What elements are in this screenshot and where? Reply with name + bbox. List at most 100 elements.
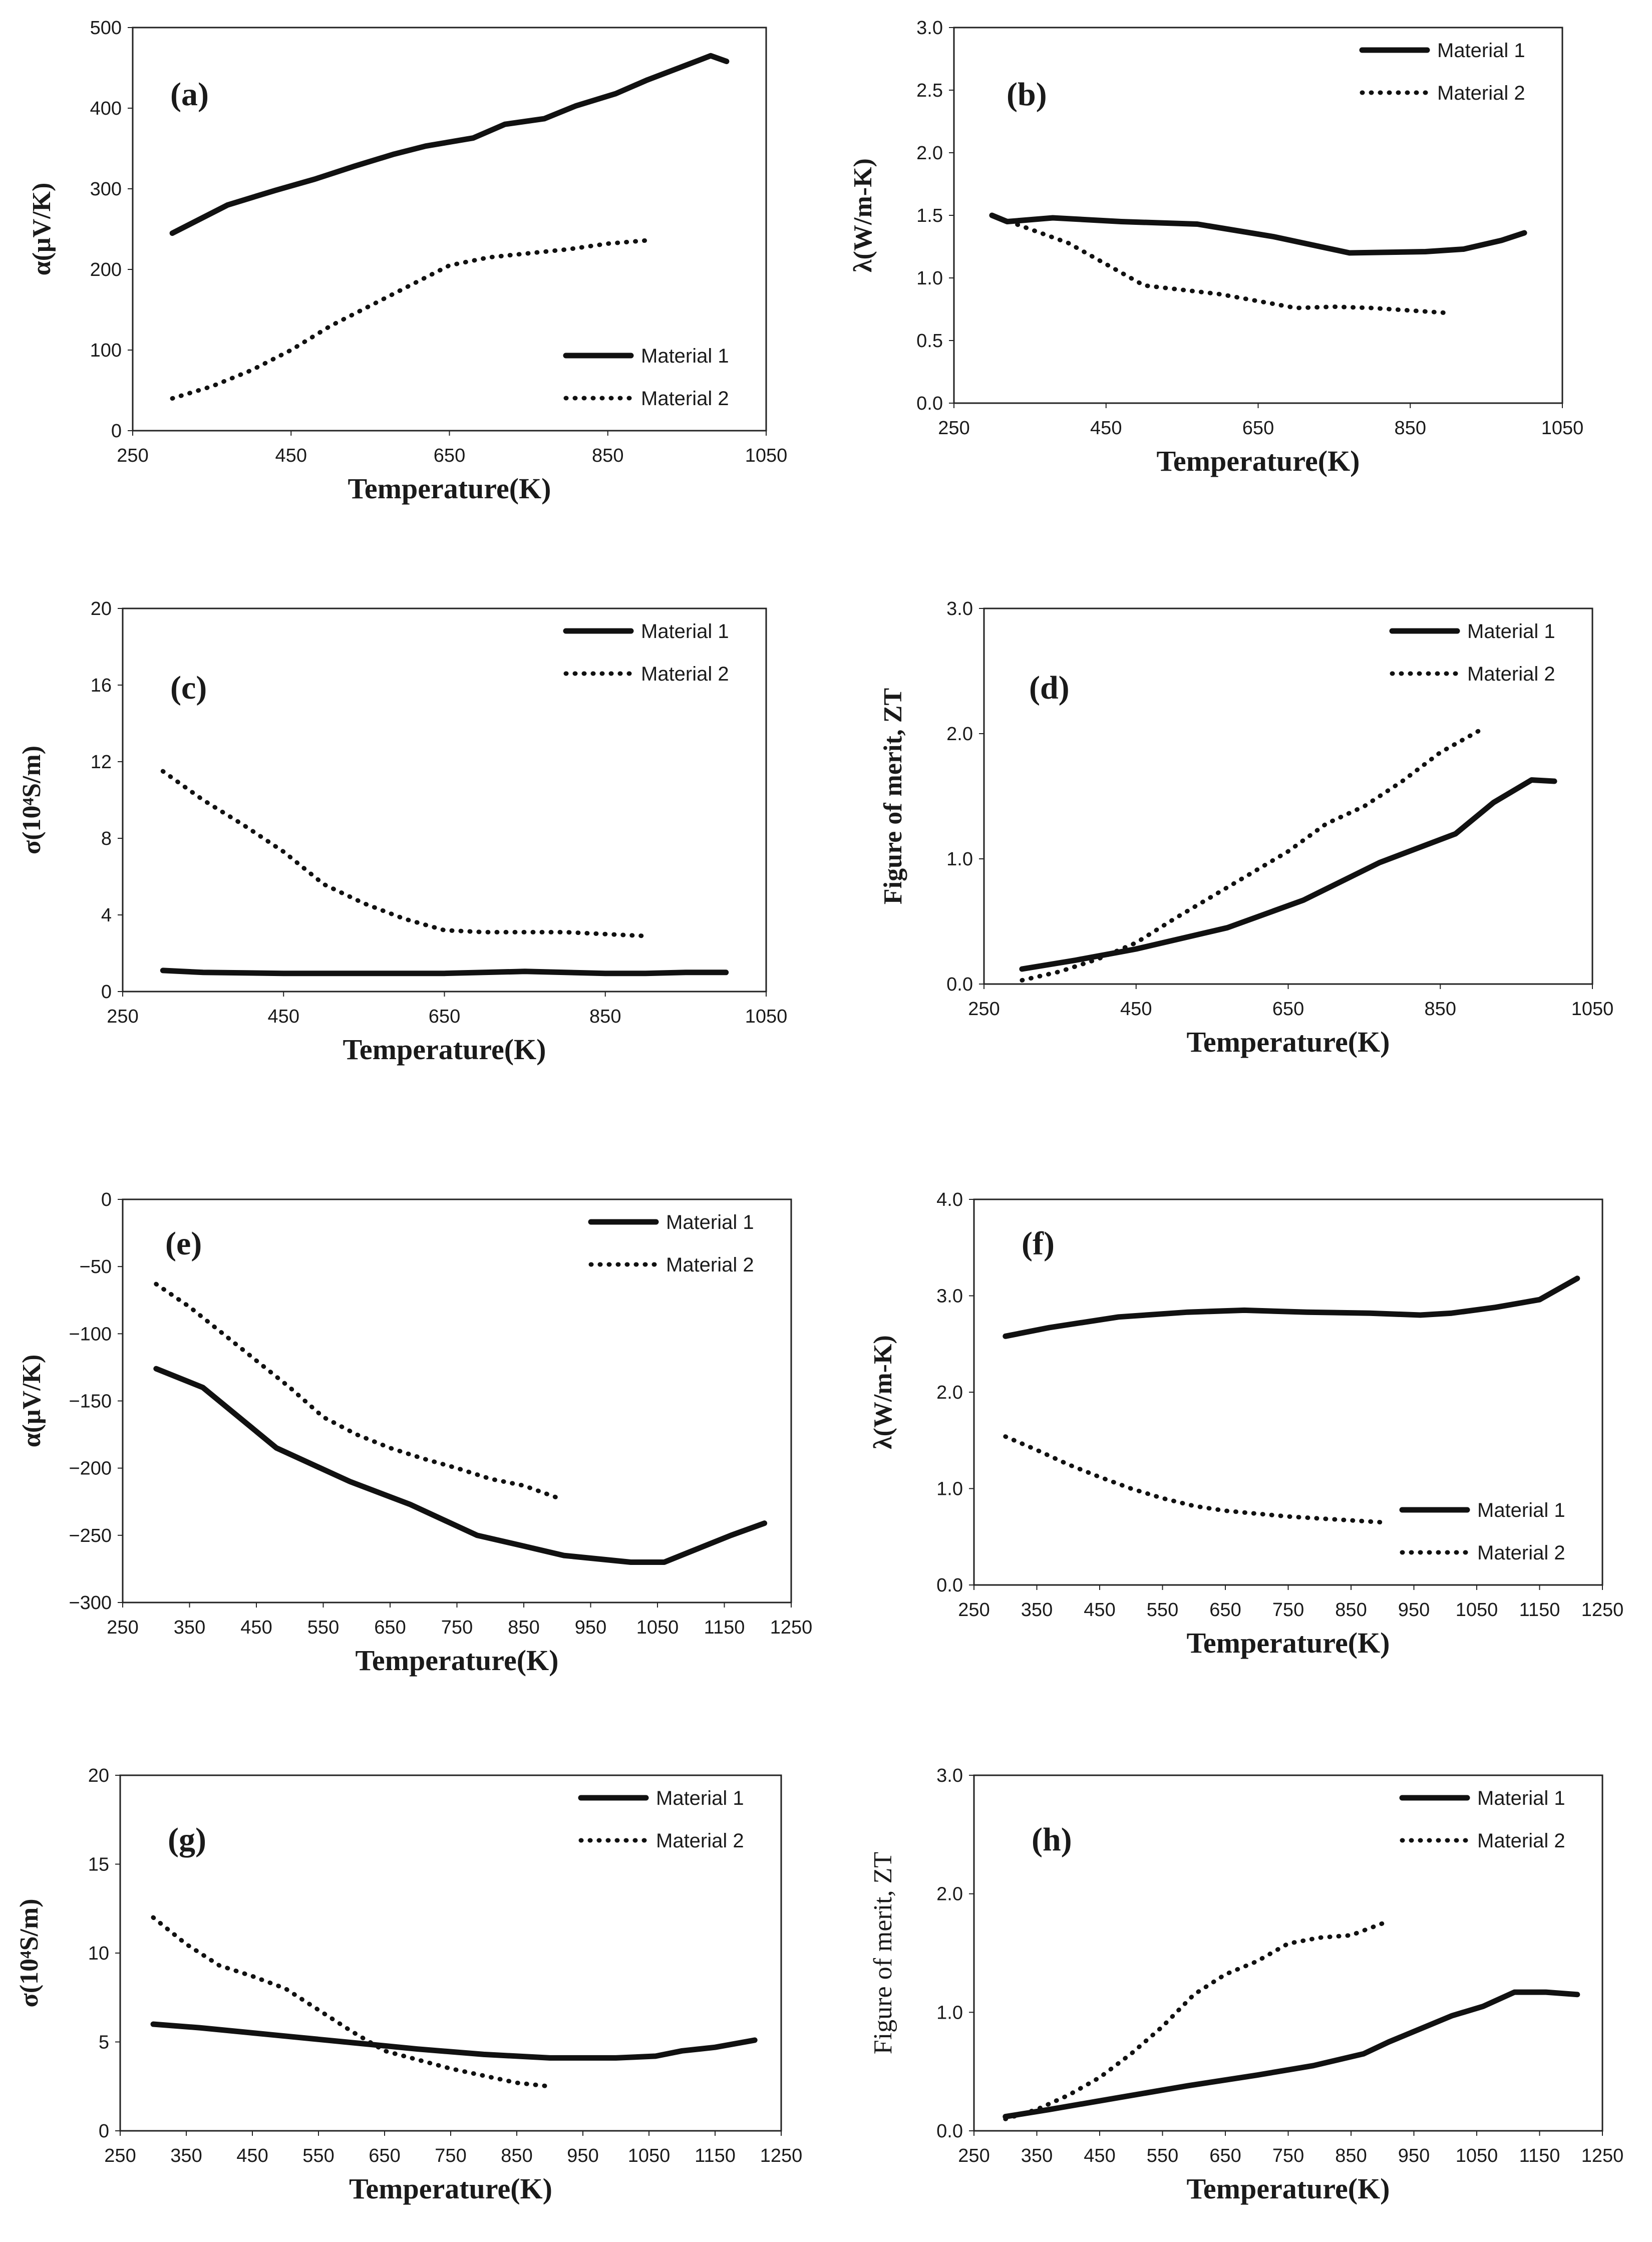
x-tick-label: 750	[441, 1617, 473, 1638]
y-tick-label: −300	[69, 1592, 112, 1614]
y-tick-label: 0.0	[916, 393, 943, 414]
panel-label: (g)	[168, 1821, 206, 1858]
x-tick-label: 250	[104, 2145, 136, 2166]
x-axis-label: Temperature(K)	[1187, 2172, 1390, 2205]
panel-label: (f)	[1022, 1225, 1055, 1262]
y-tick-label: 1.0	[916, 268, 943, 289]
y-tick-label: 20	[91, 598, 112, 619]
chart-panel-h: 250 350 450 550 650 750 850 950 1050 1150 1250 0.0 1…	[869, 1765, 1623, 2205]
x-tick-label: 750	[1272, 2145, 1304, 2166]
x-tick-label: 250	[968, 999, 1000, 1020]
series-line-material-2	[1003, 1434, 1385, 1525]
legend-entry: Material 2	[666, 1254, 754, 1276]
y-axis-label: α(μV/K)	[28, 183, 56, 276]
panel-label: (h)	[1032, 1821, 1072, 1858]
y-tick-label: 10	[88, 1943, 109, 1964]
x-tick-label: 650	[1242, 418, 1274, 439]
legend-entry: Material 2	[1437, 82, 1525, 104]
panel-label: (d)	[1029, 670, 1070, 706]
chart-panel-b: 250 450 650 850 1050 0.0 0.5 1.0 1.5 2.0 2.5 3.0 Tem…	[849, 18, 1583, 477]
x-tick-label: 950	[1398, 2145, 1430, 2166]
x-tick-label: 450	[268, 1006, 299, 1027]
y-tick-label: 0.0	[946, 974, 973, 995]
y-tick-label: 400	[90, 98, 122, 119]
y-axis-label: σ(10⁴S/m)	[15, 1898, 44, 2007]
x-tick-label: 350	[170, 2145, 202, 2166]
series-line-material-2	[154, 1282, 560, 1500]
x-tick-label: 250	[117, 445, 148, 466]
panel-label: (a)	[170, 76, 209, 113]
series-line-material-1	[153, 1366, 768, 1565]
x-tick-label: 950	[567, 2145, 598, 2166]
y-tick-label: 500	[90, 18, 122, 39]
y-axis-label: σ(10⁴S/m)	[18, 746, 46, 854]
y-tick-label: 4.0	[936, 1189, 963, 1210]
y-tick-label: 3.0	[936, 1286, 963, 1307]
y-tick-label: 2.0	[916, 143, 943, 164]
y-tick-label: 0.0	[936, 1575, 963, 1596]
y-axis-label: λ(W/m-K)	[849, 158, 877, 272]
x-tick-label: 650	[374, 1617, 406, 1638]
chart-panel-a: 250 450 650 850 1050 0 100 200 300 400 500 Temperat…	[28, 18, 787, 505]
x-tick-label: 450	[1090, 418, 1122, 439]
y-tick-label: 1.5	[916, 205, 943, 226]
x-tick-label: 550	[1147, 1599, 1178, 1621]
y-tick-label: 0	[111, 421, 122, 442]
legend-entry: Material 2	[641, 388, 729, 410]
x-tick-label: 250	[958, 2145, 989, 2166]
x-tick-label: 1050	[745, 1006, 788, 1027]
series-line-material-2	[160, 769, 648, 938]
y-tick-label: 0	[101, 1189, 112, 1210]
y-tick-label: 1.0	[946, 849, 973, 870]
x-tick-label: 350	[174, 1617, 205, 1638]
chart-panel-g: 250 350 450 550 650 750 850 950 1050 1150 1250 0 5 10…	[15, 1765, 802, 2205]
x-tick-label: 650	[1209, 2145, 1241, 2166]
x-tick-label: 450	[275, 445, 307, 466]
legend-entry: Material 1	[666, 1211, 754, 1233]
legend-entry: Material 1	[641, 620, 729, 643]
series-line-material-2	[1003, 1921, 1385, 2121]
y-tick-label: 3.0	[916, 18, 943, 39]
x-axis-label: Temperature(K)	[1187, 1026, 1390, 1058]
series-line-material-1	[160, 968, 729, 977]
y-tick-label: 100	[90, 340, 122, 361]
y-tick-label: 2.0	[936, 1884, 963, 1905]
x-tick-label: 650	[369, 2145, 400, 2166]
panel-label: (c)	[170, 670, 207, 706]
x-axis-label: Temperature(K)	[1157, 445, 1360, 477]
y-tick-label: 0.5	[916, 331, 943, 352]
y-tick-label: 200	[90, 259, 122, 280]
x-tick-label: 350	[1021, 1599, 1053, 1621]
legend-entry: Material 2	[1477, 1542, 1565, 1564]
y-tick-label: 15	[88, 1854, 109, 1875]
x-tick-label: 1050	[1541, 418, 1584, 439]
series-line-material-2	[1020, 729, 1481, 983]
chart-panel-e: 250 350 450 550 650 750 850 950 1050 1150 1250 −300…	[18, 1189, 812, 1677]
x-axis-label: Temperature(K)	[349, 2172, 552, 2205]
legend-entry: Material 1	[641, 345, 729, 367]
y-axis-label: λ(W/m-K)	[869, 1335, 897, 1449]
legend-entry: Material 2	[1467, 663, 1555, 685]
y-tick-label: 2.5	[916, 80, 943, 101]
y-tick-label: 3.0	[936, 1765, 963, 1786]
series-line-material-1	[989, 212, 1527, 256]
y-axis-label: Figure of merit, ZT	[869, 1852, 897, 2054]
y-axis-label: Figure of merit, ZT	[879, 688, 907, 904]
x-tick-label: 850	[508, 1617, 539, 1638]
x-axis-label: Temperature(K)	[343, 1033, 546, 1066]
y-tick-label: 0.0	[936, 2121, 963, 2142]
y-tick-label: 2.0	[946, 724, 973, 745]
x-tick-label: 650	[434, 445, 465, 466]
x-axis-label: Temperature(K)	[1187, 1627, 1390, 1659]
panel-label: (b)	[1007, 76, 1047, 113]
plot-frame	[973, 1198, 1603, 1586]
y-tick-label: 2.0	[936, 1382, 963, 1403]
y-tick-label: −100	[69, 1324, 112, 1345]
y-tick-label: 5	[99, 2032, 109, 2053]
y-tick-label: −250	[69, 1525, 112, 1546]
legend-entry: Material 2	[656, 1830, 744, 1852]
y-tick-label: −150	[69, 1391, 112, 1412]
x-tick-label: 850	[501, 2145, 532, 2166]
series-line-material-1	[1019, 777, 1557, 972]
